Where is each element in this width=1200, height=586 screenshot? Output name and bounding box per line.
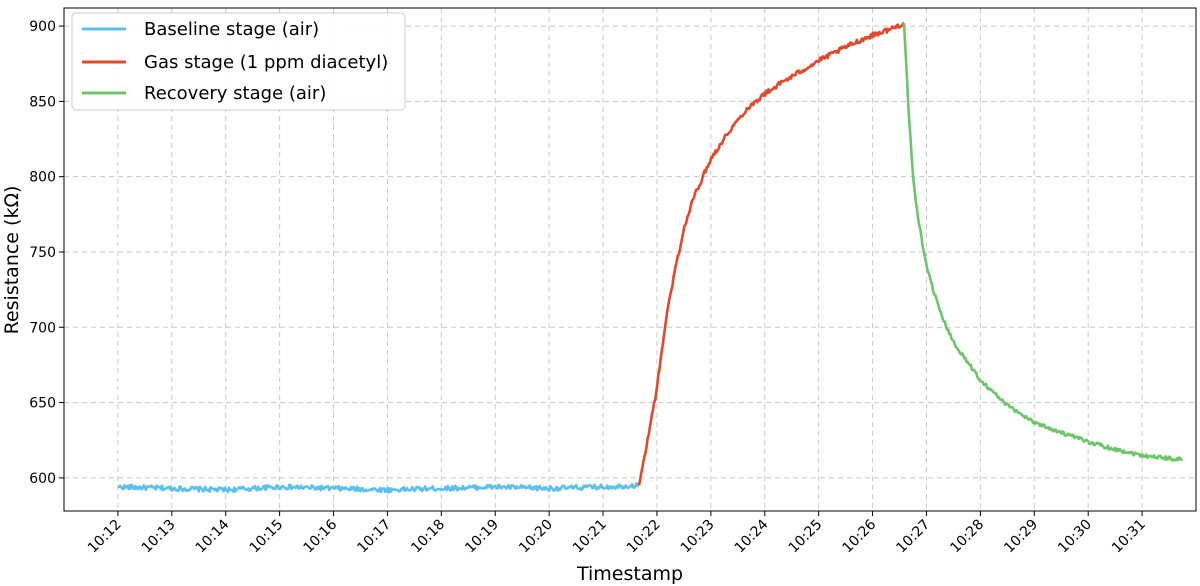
series-recovery-line: [902, 23, 1184, 462]
x-tick-label: 10:24: [732, 516, 772, 556]
x-tick-label: 10:17: [354, 517, 394, 557]
x-tick-label: 10:16: [301, 516, 341, 556]
x-tick-label: 10:30: [1055, 517, 1095, 557]
y-tick-label: 850: [29, 94, 56, 110]
x-tick-label: 10:12: [85, 517, 125, 557]
x-tick-label: 10:21: [570, 517, 610, 557]
x-tick-label: 10:22: [624, 517, 664, 557]
x-tick-label: 10:13: [139, 517, 179, 557]
x-tick-label: 10:14: [193, 516, 233, 556]
x-tick-label: 10:31: [1109, 517, 1149, 557]
series-layer: [117, 21, 1184, 494]
x-tick-label: 10:20: [516, 517, 556, 557]
x-tick-label: 10:18: [408, 517, 448, 557]
series-baseline-line: [117, 481, 640, 494]
x-axis: 10:12 10:13 10:14 10:15 10:16 10:17 10:18 10:19…: [85, 511, 1149, 556]
y-axis-label: Resistance (kΩ): [1, 186, 23, 335]
x-tick-label: 10:28: [947, 517, 987, 557]
legend-entry-recovery: Recovery stage (air): [144, 83, 326, 104]
legend-box: [71, 12, 406, 111]
y-tick-label: 800: [29, 170, 56, 186]
y-tick-label: 900: [29, 19, 56, 35]
legend: Baseline stage (air) Gas stage (1 ppm di…: [71, 12, 406, 111]
series-gas-line: [637, 21, 905, 486]
x-axis-label: Timestamp: [576, 563, 683, 585]
y-axis: 600 650 700 750 800 850 900: [29, 19, 64, 487]
y-tick-label: 700: [29, 320, 56, 336]
x-tick-label: 10:23: [678, 517, 718, 557]
plot-frame: [63, 7, 1197, 512]
legend-entry-gas: Gas stage (1 ppm diacetyl): [144, 52, 388, 73]
x-tick-label: 10:25: [786, 517, 826, 557]
x-tick-label: 10:19: [462, 517, 502, 557]
x-tick-label: 10:27: [893, 517, 933, 557]
y-tick-label: 650: [29, 396, 56, 412]
y-tick-label: 600: [29, 471, 56, 487]
y-tick-label: 750: [29, 245, 56, 261]
legend-entry-baseline: Baseline stage (air): [144, 19, 319, 40]
x-tick-label: 10:26: [840, 516, 880, 556]
x-tick-label: 10:29: [1001, 517, 1041, 557]
x-tick-label: 10:15: [247, 517, 287, 557]
